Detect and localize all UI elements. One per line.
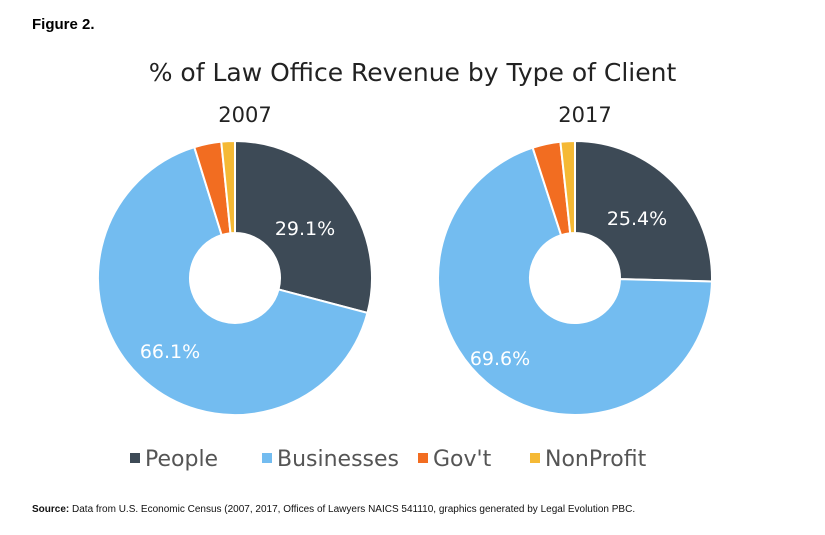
slice-2017-businesses [437, 146, 713, 416]
legend-label: Gov't [433, 447, 492, 472]
legend-swatch-nonprofit [530, 453, 540, 463]
chart-title: % of Law Office Revenue by Type of Clien… [148, 58, 677, 87]
slice-2017-nonprofit [559, 139, 576, 235]
data-label: 66.1% [140, 341, 200, 363]
legend-swatch-businesses [262, 453, 272, 463]
legend-label: People [145, 447, 218, 472]
chart-subtitle-2017: 2017 [558, 103, 611, 127]
figure-label: Figure 2. [32, 16, 95, 33]
data-label: 25.4% [607, 208, 667, 230]
data-label: 69.6% [470, 348, 530, 370]
legend-label: NonProfit [545, 447, 647, 472]
chart-subtitle-2007: 2007 [218, 103, 271, 127]
slice-2007-people [234, 139, 373, 315]
legend-swatch-people [130, 453, 140, 463]
slice-2007-businesses [97, 145, 369, 416]
legend-swatch-govt [418, 453, 428, 463]
source-note: Source: Data from U.S. Economic Census (… [32, 504, 635, 515]
data-label: 29.1% [275, 218, 335, 240]
source-text: Data from U.S. Economic Census (2007, 20… [72, 504, 636, 515]
slice-2017-people [574, 139, 713, 283]
slice-2007-nonprofit [220, 139, 236, 235]
source-label: Source: [32, 504, 70, 515]
legend-label: Businesses [277, 447, 399, 472]
